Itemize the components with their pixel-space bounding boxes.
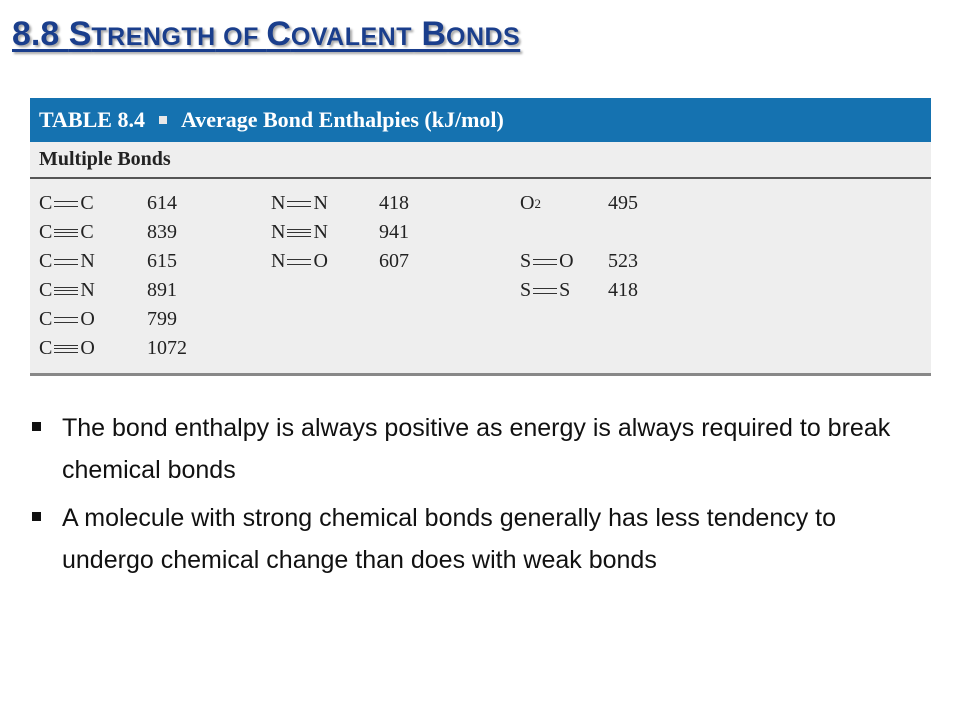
bond-enthalpy-value: 614 [147, 192, 177, 214]
square-bullet-icon [32, 422, 41, 431]
atom-label: O [80, 337, 95, 359]
bond-enthalpy-value: 1072 [147, 337, 187, 359]
bond-row: N N 418 [271, 189, 409, 218]
table-caption: Average Bond Enthalpies (kJ/mol) [180, 107, 504, 132]
triple-bond-icon [54, 286, 79, 295]
triple-bond-icon [54, 228, 79, 237]
table-header: TABLE 8.4 Average Bond Enthalpies (kJ/mo… [30, 98, 931, 142]
atom-label: N [271, 250, 286, 272]
bullet-text: A molecule with strong chemical bonds ge… [62, 504, 837, 574]
table-body: C C 614 C C 839 C N 615 C N 891 C O 799 C O 1072 N N 418 N N 9… [30, 179, 931, 376]
atom-label: S [520, 279, 532, 301]
bond-enthalpy-value: 941 [379, 221, 409, 243]
atom-label: C [39, 192, 53, 214]
bond-enthalpy-value: 523 [608, 250, 638, 272]
atom-label: N [271, 192, 286, 214]
bullet-text: The bond enthalpy is always positive as … [62, 414, 891, 484]
atom-label: C [39, 337, 53, 359]
triple-bond-icon [287, 228, 312, 237]
bond-enthalpy-value: 418 [379, 192, 409, 214]
square-bullet-icon [158, 116, 167, 124]
bond-row: C O 1072 [39, 334, 187, 363]
title-cap-b: B [412, 15, 446, 53]
triple-bond-icon [54, 344, 79, 353]
bond-enthalpy-value: 615 [147, 250, 177, 272]
title-number: 8.8 [12, 15, 69, 53]
atom-label: S [559, 279, 571, 301]
bond-row: N N 941 [271, 218, 409, 247]
atom-label: C [39, 221, 53, 243]
bond-row: C N 891 [39, 276, 177, 305]
atom-label: C [39, 279, 53, 301]
table-subheader: Multiple Bonds [30, 142, 931, 179]
bullet-list: The bond enthalpy is always positive as … [30, 407, 910, 587]
atom-label: N [313, 221, 328, 243]
atom-label: C [39, 250, 53, 272]
atom-label: N [313, 192, 328, 214]
bullet-item: A molecule with strong chemical bonds ge… [30, 497, 910, 581]
atom-subscript: 2 [534, 196, 541, 211]
bond-enthalpy-value: 495 [608, 192, 638, 214]
double-bond-icon [287, 258, 312, 265]
bond-column-1: C C 614 C C 839 C N 615 C N 891 C O 799 C O 1072 [39, 189, 187, 363]
title-cap-s: S [68, 15, 92, 53]
bond-column-3: O 2 495 S O 523 S S 418 [520, 189, 638, 305]
bond-enthalpy-value: 891 [147, 279, 177, 301]
title-word-of: OF [215, 23, 267, 51]
atom-label: O [520, 192, 535, 214]
double-bond-icon [54, 258, 79, 265]
square-bullet-icon [32, 512, 41, 521]
atom-label: O [559, 250, 574, 272]
bond-row: C N 615 [39, 247, 177, 276]
bond-row: N O 607 [271, 247, 409, 276]
atom-label: C [80, 192, 94, 214]
title-word-covalent: OVALENT [290, 23, 412, 51]
atom-label: C [39, 308, 53, 330]
bond-enthalpy-table: TABLE 8.4 Average Bond Enthalpies (kJ/mo… [30, 98, 931, 376]
title-word-strength: TRENGTH [91, 23, 216, 51]
double-bond-icon [54, 200, 79, 207]
bond-enthalpy-value: 799 [147, 308, 177, 330]
atom-label: N [80, 250, 95, 272]
bond-enthalpy-value: 418 [608, 279, 638, 301]
atom-label: C [80, 221, 94, 243]
atom-label: N [80, 279, 95, 301]
atom-label: N [271, 221, 286, 243]
bond-row: C O 799 [39, 305, 177, 334]
bond-enthalpy-value: 839 [147, 221, 177, 243]
bond-row-empty [520, 218, 574, 247]
double-bond-icon [533, 258, 558, 265]
slide-title: 8.8 STRENGTH OF COVALENT BONDS [12, 12, 520, 59]
double-bond-icon [533, 287, 558, 294]
atom-label: S [520, 250, 532, 272]
title-word-bonds: ONDS [446, 23, 521, 51]
bond-row: S S 418 [520, 276, 638, 305]
atom-label: O [313, 250, 328, 272]
bond-column-2: N N 418 N N 941 N O 607 [271, 189, 409, 276]
double-bond-icon [287, 200, 312, 207]
table-label: TABLE 8.4 [39, 107, 145, 132]
bond-row: S O 523 [520, 247, 638, 276]
bullet-item: The bond enthalpy is always positive as … [30, 407, 910, 491]
double-bond-icon [54, 316, 79, 323]
bond-enthalpy-value: 607 [379, 250, 409, 272]
atom-label: O [80, 308, 95, 330]
bond-row: O 2 495 [520, 189, 638, 218]
bond-row: C C 839 [39, 218, 177, 247]
title-cap-c: C [266, 15, 291, 53]
bond-row: C C 614 [39, 189, 177, 218]
